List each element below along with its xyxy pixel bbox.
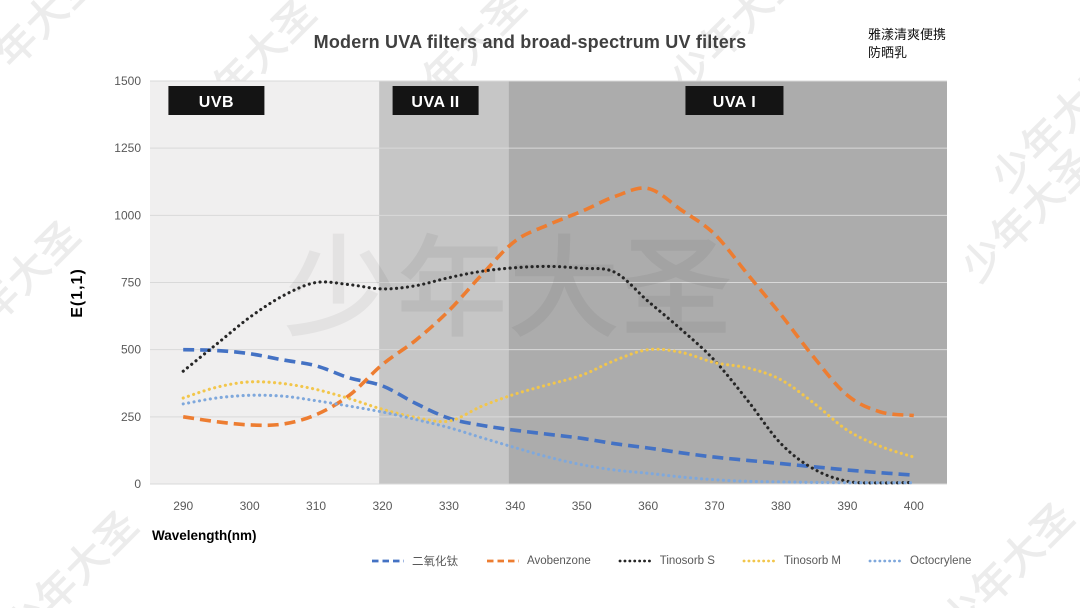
series-line-avobenzone — [182, 186, 914, 428]
y-tick-label: 1250 — [114, 141, 141, 155]
region-label-box — [685, 86, 784, 115]
x-tick-label: 360 — [638, 499, 658, 513]
region-label-box — [392, 86, 479, 115]
legend-item-二氧化钛: 二氧化钛 — [370, 553, 458, 569]
series-line-tinosorb-m — [181, 347, 916, 459]
region-label-text: UVB — [199, 94, 234, 111]
x-tick-label: 290 — [173, 499, 193, 513]
y-tick-label: 250 — [121, 410, 141, 424]
legend-marker — [868, 559, 904, 563]
legend-label: Avobenzone — [527, 555, 591, 567]
x-tick-label: 350 — [572, 499, 592, 513]
product-annotation: 雅漾清爽便携 防晒乳 — [868, 26, 946, 62]
legend-label: Octocrylene — [910, 555, 972, 567]
x-tick-label: 330 — [439, 499, 459, 513]
y-tick-label: 500 — [121, 343, 141, 357]
legend-label: 二氧化钛 — [412, 556, 458, 568]
y-tick-label: 1000 — [114, 208, 141, 222]
x-tick-label: 340 — [505, 499, 525, 513]
chart-title: Modern UVA filters and broad-spectrum UV… — [313, 32, 747, 52]
legend-label: Tinosorb S — [659, 555, 715, 567]
x-axis-title: Wavelength(nm) — [152, 528, 257, 543]
x-tick-label: 390 — [837, 499, 857, 513]
y-tick-label: 0 — [134, 477, 141, 491]
x-tick-label: 370 — [705, 499, 725, 513]
x-tick-label: 320 — [372, 499, 392, 513]
watermark-center: 少年大圣 — [286, 228, 734, 349]
legend-item-tinosorb-s: Tinosorb S — [618, 555, 715, 567]
legend-label: Tinosorb M — [783, 555, 842, 567]
region-label-text: UVA I — [713, 94, 756, 111]
legend-item-octocrylene: Octocrylene — [868, 555, 971, 567]
series-line-二氧化钛 — [183, 347, 914, 477]
x-tick-label: 380 — [771, 499, 791, 513]
region-label-uvaii: UVA II — [392, 86, 479, 115]
y-tick-label: 1500 — [114, 74, 141, 88]
series-line-tinosorb-s — [181, 264, 916, 485]
legend-item-avobenzone: Avobenzone — [485, 555, 591, 567]
series-line-octocrylene — [181, 393, 916, 485]
annotation-line2: 防晒乳 — [868, 45, 908, 60]
x-tick-label: 400 — [904, 499, 924, 513]
legend-marker — [618, 559, 654, 563]
region-label-uvai: UVA I — [685, 86, 784, 115]
x-tick-label: 310 — [306, 499, 326, 513]
legend-marker — [487, 559, 519, 563]
region-label-text: UVA II — [411, 94, 459, 111]
region-label-box — [168, 86, 265, 115]
legend-marker — [742, 559, 778, 563]
annotation-line1: 雅漾清爽便携 — [868, 27, 947, 42]
legend-marker — [372, 559, 404, 563]
region-label-uvb: UVB — [168, 86, 265, 115]
legend-item-tinosorb-m: Tinosorb M — [742, 555, 841, 567]
y-axis-title: E(1,1) — [69, 268, 86, 318]
legend: 二氧化钛 Avobenzone Tinosorb S Tinosorb M Octocr… — [370, 551, 971, 571]
y-tick-label: 750 — [121, 276, 141, 290]
x-tick-label: 300 — [240, 499, 260, 513]
